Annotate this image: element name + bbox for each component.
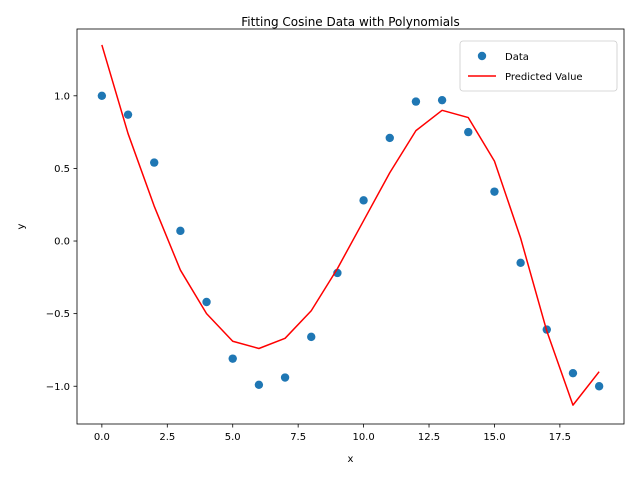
data-point xyxy=(464,127,473,137)
axes-frame xyxy=(76,28,625,425)
data-point xyxy=(516,258,525,268)
x-tick-label: 10.0 xyxy=(352,432,374,443)
prediction-line xyxy=(101,44,600,406)
data-point xyxy=(123,110,133,119)
legend-marker-data xyxy=(477,51,487,61)
y-tick-label: −1.0 xyxy=(46,382,70,393)
data-point xyxy=(254,380,264,389)
data-point xyxy=(307,332,316,342)
x-tick-label: 5.0 xyxy=(225,432,241,443)
legend-label-data: Data xyxy=(505,52,529,63)
y-tick-label: 0.5 xyxy=(54,164,70,175)
x-tick-label: 12.5 xyxy=(418,432,440,443)
x-tick-label: 17.5 xyxy=(549,432,571,443)
y-tick-label: 0.0 xyxy=(54,237,70,248)
data-point xyxy=(228,354,237,363)
data-point xyxy=(411,97,421,106)
data-point xyxy=(437,95,447,105)
data-point xyxy=(385,133,394,143)
plot-area xyxy=(97,44,604,406)
x-tick-label: 0.0 xyxy=(94,432,110,443)
y-tick-label: 1.0 xyxy=(54,91,70,102)
x-tick-label: 2.5 xyxy=(159,432,175,443)
data-point xyxy=(97,91,107,101)
data-point xyxy=(490,187,499,196)
y-tick-label: −0.5 xyxy=(46,309,70,320)
chart-title: Fitting Cosine Data with Polynomials xyxy=(241,15,460,29)
legend-box xyxy=(459,40,618,92)
data-point xyxy=(359,196,368,205)
y-axis-label: y xyxy=(16,223,27,229)
legend-label-predicted: Predicted Value xyxy=(505,72,583,83)
data-point xyxy=(176,226,185,236)
x-tick-label: 7.5 xyxy=(290,432,306,443)
data-point xyxy=(150,158,159,167)
axes: 0.0 2.5 5.0 7.5 10.0 12.5 15.0 17.5 −1.0 −0.5 0.0 0… xyxy=(46,28,625,443)
x-tick-label: 15.0 xyxy=(483,432,505,443)
legend: Data Predicted Value xyxy=(459,40,618,92)
data-point xyxy=(202,297,211,307)
data-point xyxy=(594,382,604,391)
x-axis-label: x xyxy=(348,454,354,465)
data-point xyxy=(568,368,578,378)
data-point xyxy=(280,373,290,382)
